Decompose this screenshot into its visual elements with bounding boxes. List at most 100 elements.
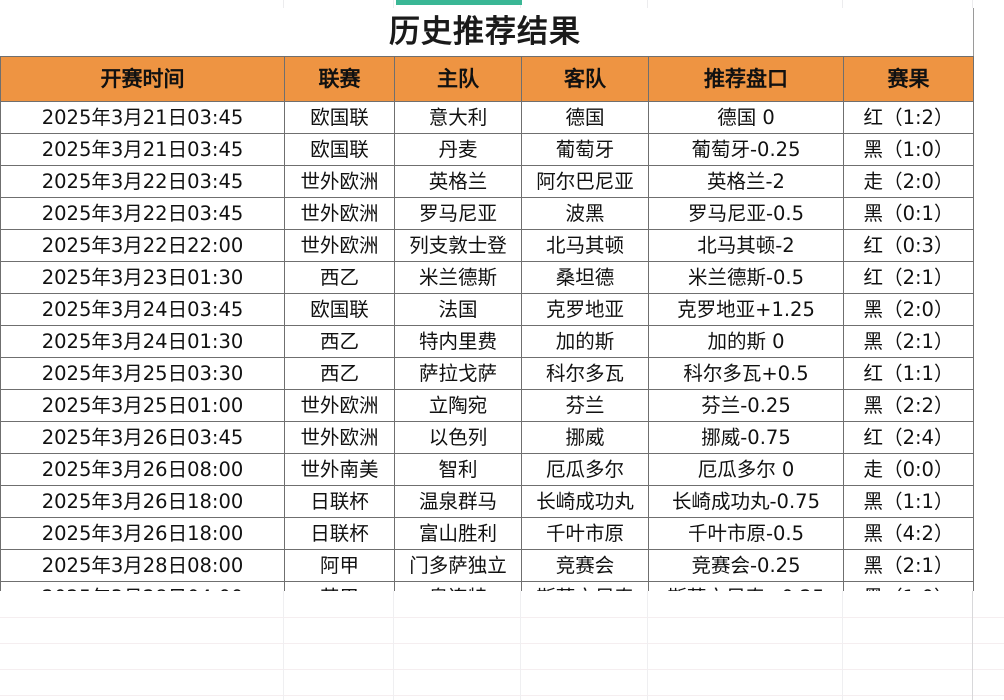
- cell-result: 黑（1:1）: [843, 485, 974, 518]
- result-mark: 红: [863, 106, 884, 129]
- cell-league: 世外南美: [284, 453, 395, 486]
- cell-league: 西乙: [284, 325, 395, 358]
- cell-away-team: 德国: [521, 101, 649, 134]
- table-header-row: 开赛时间 联赛 主队 客队 推荐盘口 赛果: [0, 56, 974, 102]
- cell-recommended-handicap: 厄瓜多尔 0: [648, 453, 844, 486]
- cell-home-team: 米兰德斯: [394, 261, 522, 294]
- cell-away-team: 挪威: [521, 421, 649, 454]
- cell-time: 2025年3月28日08:00: [0, 549, 285, 582]
- result-score: （2:0）: [883, 298, 954, 321]
- cell-home-team: 罗马尼亚: [394, 197, 522, 230]
- table-row: 2025年3月25日01:00 世外欧洲 立陶宛 芬兰 芬兰-0.25 黑（2:2）: [0, 389, 974, 422]
- cell-result: 黑（2:0）: [843, 293, 974, 326]
- cell-league: 欧国联: [284, 101, 395, 134]
- cell-result: 黑（2:2）: [843, 389, 974, 422]
- table-row: 2025年3月26日03:45 世外欧洲 以色列 挪威 挪威-0.75 红（2:4）: [0, 421, 974, 454]
- result-score: （0:3）: [883, 234, 954, 257]
- table-row: 2025年3月28日08:00 阿甲 门多萨独立 竞赛会 竞赛会-0.25 黑（2:1）: [0, 549, 974, 582]
- table-row: 2025年3月26日18:00 日联杯 富山胜利 千叶市原 千叶市原-0.5 黑（4:2）: [0, 517, 974, 550]
- column-header-league: 联赛: [284, 56, 395, 102]
- result-score: （1:1）: [883, 490, 954, 513]
- empty-sheet-area: [0, 591, 1004, 700]
- cell-time: 2025年3月25日01:00: [0, 389, 285, 422]
- cell-home-team: 富山胜利: [394, 517, 522, 550]
- cell-result: 黑（0:1）: [843, 197, 974, 230]
- cell-away-team: 长崎成功丸: [521, 485, 649, 518]
- cell-league: 世外欧洲: [284, 165, 395, 198]
- table-row: 2025年3月26日18:00 日联杯 温泉群马 长崎成功丸 长崎成功丸-0.75 黑（1…: [0, 485, 974, 518]
- cell-recommended-handicap: 竞赛会-0.25: [648, 549, 844, 582]
- cell-recommended-handicap: 加的斯 0: [648, 325, 844, 358]
- cell-time: 2025年3月26日18:00: [0, 517, 285, 550]
- result-score: （2:0）: [883, 170, 954, 193]
- sheet-top-gridline-strip: [0, 0, 1004, 8]
- cell-recommended-handicap: 千叶市原-0.5: [648, 517, 844, 550]
- title-right-border: [973, 8, 974, 56]
- cell-away-team: 厄瓜多尔: [521, 453, 649, 486]
- page-title: 历史推荐结果: [389, 13, 581, 50]
- grid-vline: [972, 0, 973, 8]
- grid-hline: [0, 617, 1004, 618]
- cell-away-team: 波黑: [521, 197, 649, 230]
- result-mark: 黑: [863, 330, 884, 353]
- cell-time: 2025年3月26日18:00: [0, 485, 285, 518]
- cell-time: 2025年3月21日03:45: [0, 101, 285, 134]
- cell-recommended-handicap: 克罗地亚+1.25: [648, 293, 844, 326]
- grid-vline: [393, 0, 394, 8]
- result-mark: 黑: [863, 138, 884, 161]
- result-mark: 黑: [863, 522, 884, 545]
- table-row: 2025年3月24日03:45 欧国联 法国 克罗地亚 克罗地亚+1.25 黑（2:0）: [0, 293, 974, 326]
- table-row: 2025年3月22日22:00 世外欧洲 列支敦士登 北马其顿 北马其顿-2 红（0:3）: [0, 229, 974, 262]
- table-row: 2025年3月22日03:45 世外欧洲 罗马尼亚 波黑 罗马尼亚-0.5 黑（0:1）: [0, 197, 974, 230]
- cell-time: 2025年3月23日01:30: [0, 261, 285, 294]
- grid-hline: [0, 643, 1004, 644]
- result-mark: 走: [863, 458, 884, 481]
- cell-league: 西乙: [284, 357, 395, 390]
- result-score: （2:1）: [883, 266, 954, 289]
- cell-league: 西乙: [284, 261, 395, 294]
- cell-result: 红（1:2）: [843, 101, 974, 134]
- result-score: （1:2）: [883, 106, 954, 129]
- cell-league: 世外欧洲: [284, 229, 395, 262]
- cell-result: 黑（2:1）: [843, 549, 974, 582]
- cell-recommended-handicap: 葡萄牙-0.25: [648, 133, 844, 166]
- cell-result: 红（0:3）: [843, 229, 974, 262]
- cell-home-team: 列支敦士登: [394, 229, 522, 262]
- cell-away-team: 阿尔巴尼亚: [521, 165, 649, 198]
- cell-league: 世外欧洲: [284, 197, 395, 230]
- result-mark: 黑: [863, 554, 884, 577]
- cell-recommended-handicap: 德国 0: [648, 101, 844, 134]
- grid-vline: [972, 591, 973, 700]
- cell-recommended-handicap: 北马其顿-2: [648, 229, 844, 262]
- page-title-row: 历史推荐结果: [0, 8, 1004, 56]
- cell-home-team: 门多萨独立: [394, 549, 522, 582]
- cell-time: 2025年3月24日03:45: [0, 293, 285, 326]
- table-row: 2025年3月25日03:30 西乙 萨拉戈萨 科尔多瓦 科尔多瓦+0.5 红（1:1）: [0, 357, 974, 390]
- cell-league: 阿甲: [284, 549, 395, 582]
- table-body: 2025年3月21日03:45 欧国联 意大利 德国 德国 0 红（1:2） 2025年3月…: [0, 101, 974, 614]
- table-row: 2025年3月21日03:45 欧国联 意大利 德国 德国 0 红（1:2）: [0, 101, 974, 134]
- cell-result: 红（1:1）: [843, 357, 974, 390]
- cell-recommended-handicap: 挪威-0.75: [648, 421, 844, 454]
- cell-recommended-handicap: 科尔多瓦+0.5: [648, 357, 844, 390]
- grid-vline: [647, 591, 648, 700]
- cell-time: 2025年3月22日22:00: [0, 229, 285, 262]
- result-mark: 红: [863, 426, 884, 449]
- column-header-away: 客队: [521, 56, 649, 102]
- grid-hline: [0, 669, 1004, 670]
- column-header-pick: 推荐盘口: [648, 56, 844, 102]
- cell-time: 2025年3月26日08:00: [0, 453, 285, 486]
- cell-home-team: 萨拉戈萨: [394, 357, 522, 390]
- cell-home-team: 立陶宛: [394, 389, 522, 422]
- result-mark: 红: [863, 362, 884, 385]
- cell-time: 2025年3月22日03:45: [0, 165, 285, 198]
- cell-away-team: 桑坦德: [521, 261, 649, 294]
- result-score: （0:0）: [883, 458, 954, 481]
- cell-time: 2025年3月22日03:45: [0, 197, 285, 230]
- cell-recommended-handicap: 英格兰-2: [648, 165, 844, 198]
- column-header-home: 主队: [394, 56, 522, 102]
- result-score: （2:1）: [883, 330, 954, 353]
- cell-recommended-handicap: 罗马尼亚-0.5: [648, 197, 844, 230]
- cell-league: 世外欧洲: [284, 389, 395, 422]
- grid-vline: [393, 591, 394, 700]
